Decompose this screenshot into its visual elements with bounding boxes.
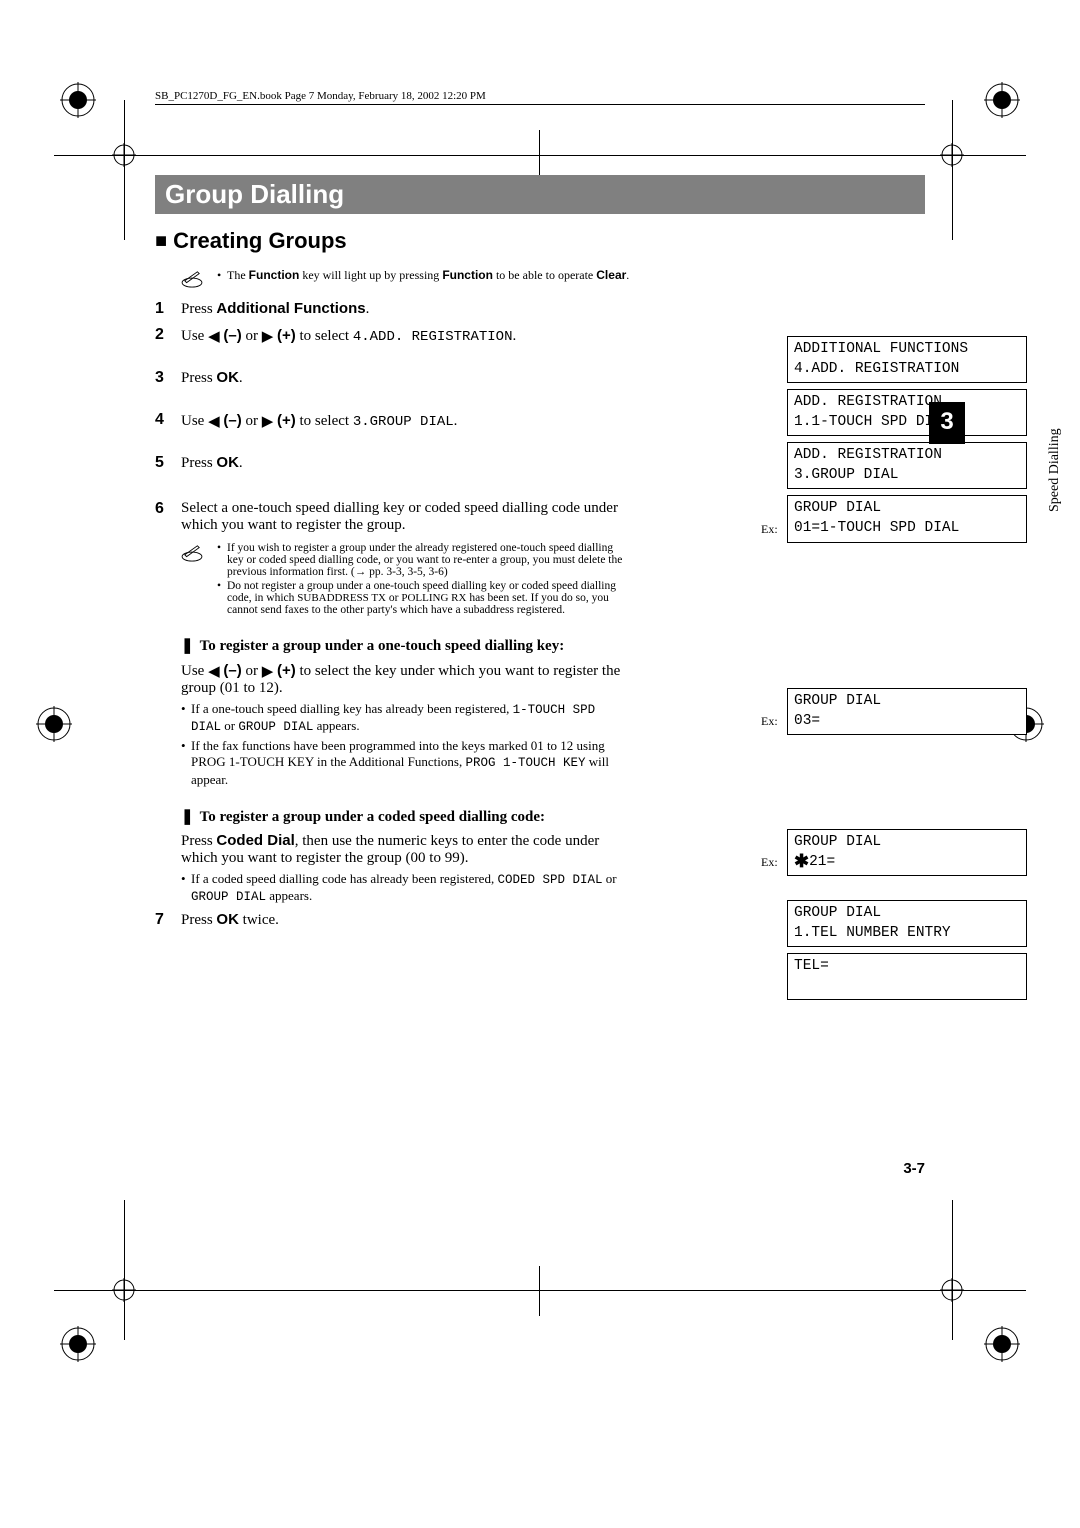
crop-vshort-bot [539,1266,540,1316]
reg-small-icon [940,143,964,167]
lcd-display: ADD. REGISTRATION1.1-TOUCH SPD DIAL [787,389,1027,436]
crop-vline-right [952,100,953,240]
step-3: 3 Press OK. [155,369,625,387]
step-num: 4 [155,411,181,429]
lcd-display: ADD. REGISTRATION3.GROUP DIAL [787,442,1027,489]
step-body: Press OK twice. [181,911,625,929]
header-rule [155,104,925,105]
side-label: Speed Dialling [1047,428,1063,512]
chapter-number: 3 [929,402,965,444]
note1-text: The Function key will light up by pressi… [217,268,629,283]
note-row-1: The Function key will light up by pressi… [181,268,925,288]
step-7: 7 Press OK twice. [155,911,625,929]
step-body: Select a one-touch speed dialling key or… [181,500,625,534]
crop-vline-left [124,100,125,240]
step-num: 1 [155,300,181,318]
steps-list: 1 Press Additional Functions. 2 Use ◀ (–… [155,300,625,929]
lcd-display: ADDITIONAL FUNCTIONS4.ADD. REGISTRATION [787,336,1027,383]
reg-small-icon [112,143,136,167]
step-2: 2 Use ◀ (–) or ▶ (+) to select 4.ADD. RE… [155,326,625,345]
chapter-tab: 3 [929,402,965,444]
step-body: Use ◀ (–) or ▶ (+) to select 3.GROUP DIA… [181,411,625,430]
subsection-b-bullets: If a coded speed dialling code has alrea… [181,871,625,906]
page-number: 3-7 [903,1160,925,1177]
step-4: 4 Use ◀ (–) or ▶ (+) to select 3.GROUP D… [155,411,625,430]
lcd-display: GROUP DIAL03= [787,688,1027,735]
bullet: If a one-touch speed dialling key has al… [181,701,625,736]
reg-mark-icon [60,82,96,118]
bullet: If the fax functions have been programme… [181,738,625,789]
lcd-sub-a: Ex:GROUP DIAL03= [787,688,1027,741]
step-body: Press Additional Functions. [181,300,625,318]
note-row-2: If you wish to register a group under th… [181,542,625,618]
step-body: Press OK. [181,369,625,387]
lcd-display: TEL= [787,953,1027,1000]
note2-li2: Do not register a group under a one-touc… [217,580,625,616]
subheading-text: Creating Groups [173,228,347,253]
lcd-step7: GROUP DIAL1.TEL NUMBER ENTRY TEL= [787,900,1027,1006]
lcd-sub-b: Ex:GROUP DIAL✱21= [787,829,1027,882]
step-body: Use ◀ (–) or ▶ (+) to select 4.ADD. REGI… [181,326,625,345]
crop-vline-left2 [124,1200,125,1340]
page-content: SB_PC1270D_FG_EN.book Page 7 Monday, Feb… [155,80,925,937]
reg-small-icon [112,1278,136,1302]
running-header: SB_PC1270D_FG_EN.book Page 7 Monday, Feb… [155,80,925,104]
note-pencil-icon [181,270,203,288]
subsection-b-body: Press Coded Dial, then use the numeric k… [181,832,625,867]
reg-mark-icon [984,1326,1020,1362]
bullet: If a coded speed dialling code has alrea… [181,871,625,906]
crop-hline-bottom [54,1290,1026,1291]
subsection-b-title: ❚To register a group under a coded speed… [181,807,625,826]
subsection-a-title: ❚To register a group under a one-touch s… [181,636,625,655]
step-body: Press OK. [181,454,625,472]
step-5: 5 Press OK. [155,454,625,472]
reg-mark-icon [984,82,1020,118]
step-num: 7 [155,911,181,929]
ex-label: Ex: [761,522,778,537]
subsection-a-bullets: If a one-touch speed dialling key has al… [181,701,625,789]
reg-mark-icon [36,706,72,742]
subsection-a-body: Use ◀ (–) or ▶ (+) to select the key und… [181,661,625,697]
step-num: 6 [155,500,181,518]
crop-vline-right2 [952,1200,953,1340]
subheading: ■Creating Groups [155,228,925,254]
section-title-bar: Group Dialling [155,175,925,214]
lcd-display: GROUP DIAL✱21= [787,829,1027,876]
ex-label: Ex: [761,714,778,729]
note2-li1: If you wish to register a group under th… [217,542,625,578]
ex-label: Ex: [761,855,778,870]
step-num: 3 [155,369,181,387]
lcd-display: GROUP DIAL01=1-TOUCH SPD DIAL [787,495,1027,542]
reg-small-icon [940,1278,964,1302]
reg-mark-icon [60,1326,96,1362]
step-num: 5 [155,454,181,472]
step-1: 1 Press Additional Functions. [155,300,625,318]
lcd-display: GROUP DIAL1.TEL NUMBER ENTRY [787,900,1027,947]
step-num: 2 [155,326,181,344]
lcd-column: ADDITIONAL FUNCTIONS4.ADD. REGISTRATION … [787,336,1027,549]
step-6: 6 Select a one-touch speed dialling key … [155,500,625,534]
note-pencil-icon [181,544,203,562]
